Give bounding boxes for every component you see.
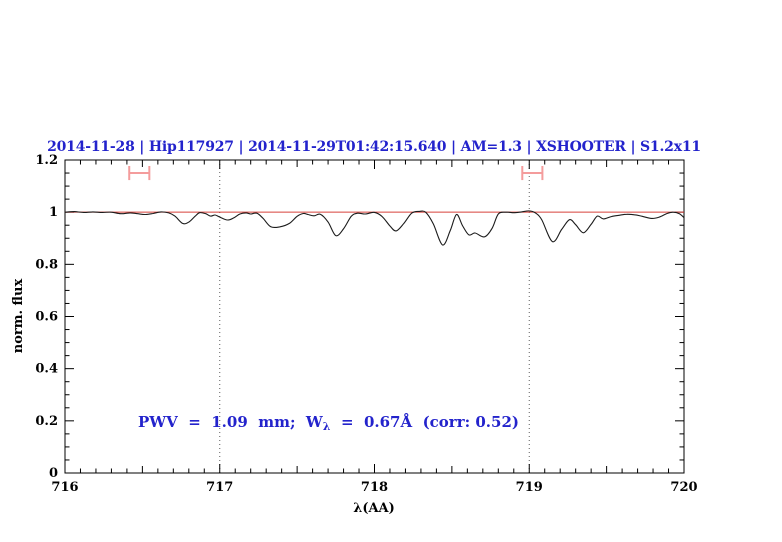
tick-labels: 716 717 718 719 720 0 0.2 0.4 0.6 0.8 1 1.2 [35, 153, 697, 495]
band-marker-1 [128, 165, 151, 181]
annotation-prefix: PWV = 1.09 mm; W [138, 413, 324, 431]
y-tick-label: 0.8 [35, 257, 58, 272]
y-tick-label: 0 [49, 466, 58, 481]
y-tick-label: 0.6 [35, 310, 58, 325]
x-tick-label: 718 [361, 480, 388, 495]
y-axis-label: norm. flux [11, 279, 26, 354]
band-marker-2 [521, 165, 544, 181]
x-tick-label: 720 [670, 480, 697, 495]
x-tick-label: 719 [516, 480, 543, 495]
y-tick-label: 1 [49, 205, 58, 220]
x-tick-label: 717 [206, 480, 233, 495]
plot-frame [64, 159, 685, 474]
y-tick-label: 0.4 [35, 362, 58, 377]
annotation-lambda-subscript: λ [323, 420, 331, 433]
y-tick-label: 1.2 [35, 153, 58, 168]
y-tick-label: 0.2 [35, 414, 58, 429]
spectrum-curve [64, 210, 685, 246]
x-tick-label: 716 [51, 480, 78, 495]
x-axis-label: λ(AA) [353, 501, 395, 516]
pwv-annotation: PWV = 1.09 mm; Wλ = 0.67Å (corr: 0.52) [138, 413, 519, 433]
annotation-suffix: = 0.67Å (corr: 0.52) [331, 413, 520, 431]
band-markers [128, 165, 544, 181]
plot-title: 2014-11-28 | Hip117927 | 2014-11-29T01:4… [47, 139, 701, 155]
